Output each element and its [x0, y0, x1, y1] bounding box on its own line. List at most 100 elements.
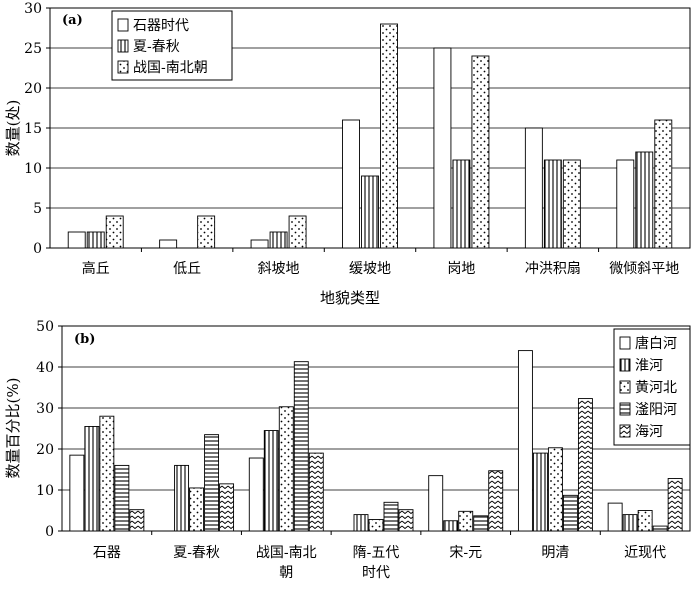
panel-b-legend-entry: 淮河	[635, 358, 663, 374]
panel-b-bar	[99, 415, 115, 532]
panel-a-category-label: 冲洪积扇	[525, 261, 581, 277]
panel-a-bar	[269, 231, 288, 249]
panel-b-legend-swatch	[619, 380, 631, 394]
panel-a-bar	[543, 159, 562, 249]
chart-panel-a: (a) 数量(处) 地貌类型 0 5 10 15 20 25 30 高丘 低丘 斜坡地 缓坡地 岗地 冲…	[4, 1, 691, 307]
panel-b-bar	[293, 361, 309, 532]
panel-a-bar	[654, 119, 673, 249]
panel-b-bar	[532, 452, 548, 532]
panel-a-y-tick-label: 20	[24, 81, 42, 97]
panel-b-bar	[114, 464, 130, 532]
panel-b-bar	[488, 470, 504, 532]
panel-a-y-tick-label: 10	[24, 161, 42, 177]
panel-b-legend-swatch	[619, 358, 631, 372]
panel-b-bar	[84, 426, 100, 532]
chart-panel-b: (b) 数量百分比(%) 0 10 20 30 40 50 石器 夏-春秋 战国-南北朝 隋-五代…	[4, 319, 691, 581]
panel-a-bar	[361, 175, 379, 249]
panel-b-legend-swatch	[619, 424, 631, 438]
panel-b-bar	[353, 514, 369, 532]
panel-a-bar	[288, 215, 307, 249]
panel-b-category-label: 夏-春秋	[173, 545, 220, 561]
panel-b-category-label: 明清	[541, 545, 569, 561]
panel-a-bar	[562, 159, 581, 249]
panel-a-bar	[380, 23, 398, 249]
panel-a-y-tick-label: 5	[33, 201, 42, 217]
panel-b-bar	[652, 525, 668, 532]
panel-a-legend-entry: 石器时代	[133, 18, 189, 34]
panel-b-category-label: 朝	[279, 565, 293, 581]
panel-a-bar	[159, 239, 178, 249]
panel-a-bar	[197, 215, 216, 249]
panel-b-plot-frame	[61, 325, 691, 532]
panel-a-y-tick-label: 15	[24, 121, 42, 137]
panel-a-bar	[86, 231, 105, 249]
panel-a-category-label: 高丘	[82, 260, 110, 277]
panel-b-legend-swatch	[619, 402, 631, 416]
panel-b-bar	[577, 398, 593, 532]
panel-a-bar	[452, 159, 471, 249]
panel-a-x-axis-label: 地貌类型	[320, 289, 380, 307]
panel-b-category-label: 隋-五代	[353, 545, 400, 561]
panel-a-bar	[635, 151, 654, 249]
panel-b-legend-entry: 海河	[635, 424, 663, 440]
panel-b-category-label: 时代	[362, 565, 390, 581]
panel-a-category-label: 低丘	[173, 261, 201, 277]
panel-b-y-tick-label: 20	[36, 442, 54, 458]
panel-b-bar	[607, 502, 623, 532]
panel-b-bar	[368, 519, 384, 532]
panel-b-legend-entry: 黄河北	[635, 379, 677, 396]
panel-b-label: (b)	[74, 332, 95, 347]
panel-b-y-tick-label: 30	[36, 401, 54, 417]
panel-b-bar	[473, 515, 489, 532]
panel-b-bar	[458, 510, 474, 532]
panel-b-category-label: 战国-南北	[256, 545, 317, 561]
panel-a-bar	[433, 47, 452, 249]
panel-a-legend-entry: 战国-南北朝	[133, 60, 208, 76]
panel-b-y-tick-label: 0	[45, 524, 54, 540]
panel-b-category-label: 宋-元	[449, 545, 482, 561]
panel-a-y-tick-label: 0	[33, 241, 42, 257]
panel-b-bar	[189, 487, 205, 532]
panel-a-bar	[105, 215, 124, 249]
panel-b-category-label: 石器	[93, 545, 121, 561]
panel-b-bar	[248, 457, 264, 532]
panel-a-legend-entry: 夏-春秋	[133, 39, 180, 55]
panel-b-y-tick-label: 50	[36, 319, 54, 335]
panel-b-bar	[383, 501, 399, 532]
panel-a-category-label: 缓坡地	[349, 261, 391, 277]
panel-b-bar	[562, 494, 578, 532]
panel-b-bar	[129, 509, 145, 532]
panel-b-y-axis-label: 数量百分比(%)	[4, 378, 22, 479]
panel-b-y-tick-label: 10	[36, 483, 54, 499]
panel-a-category-label: 微倾斜平地	[609, 261, 679, 277]
panel-b-bar	[219, 483, 235, 532]
panel-a-bar	[524, 127, 543, 249]
panel-a-bar	[342, 119, 360, 249]
panel-b-category-label: 近现代	[624, 545, 666, 561]
panel-b-bar	[204, 434, 220, 532]
panel-a-y-tick-label: 30	[24, 1, 42, 17]
panel-b-legend-swatch	[619, 336, 631, 350]
panel-b-bar	[547, 447, 563, 532]
panel-a-bar	[67, 231, 86, 249]
panel-a-bar	[250, 239, 269, 249]
panel-a-category-label: 斜坡地	[258, 261, 300, 277]
panel-a-legend-swatch	[117, 18, 129, 32]
panel-b-bar	[428, 475, 444, 532]
panel-b-bar	[622, 514, 638, 532]
panel-b-bar	[69, 454, 85, 532]
panel-a-legend	[111, 10, 233, 81]
panel-b-legend-entry: 滏阳河	[635, 402, 677, 418]
panel-b-bar	[443, 520, 459, 532]
panel-b-legend-entry: 唐白河	[635, 335, 677, 352]
panel-b-bar	[517, 350, 533, 532]
panel-a-y-tick-label: 25	[24, 41, 42, 57]
panel-a-label: (a)	[62, 13, 83, 28]
panel-a-bar	[471, 55, 490, 249]
panel-b-bar	[174, 464, 190, 532]
panel-b-y-tick-label: 40	[36, 360, 54, 376]
panel-a-bar	[616, 159, 635, 249]
panel-a-category-label: 岗地	[447, 261, 475, 277]
panel-b-bar	[637, 510, 653, 532]
